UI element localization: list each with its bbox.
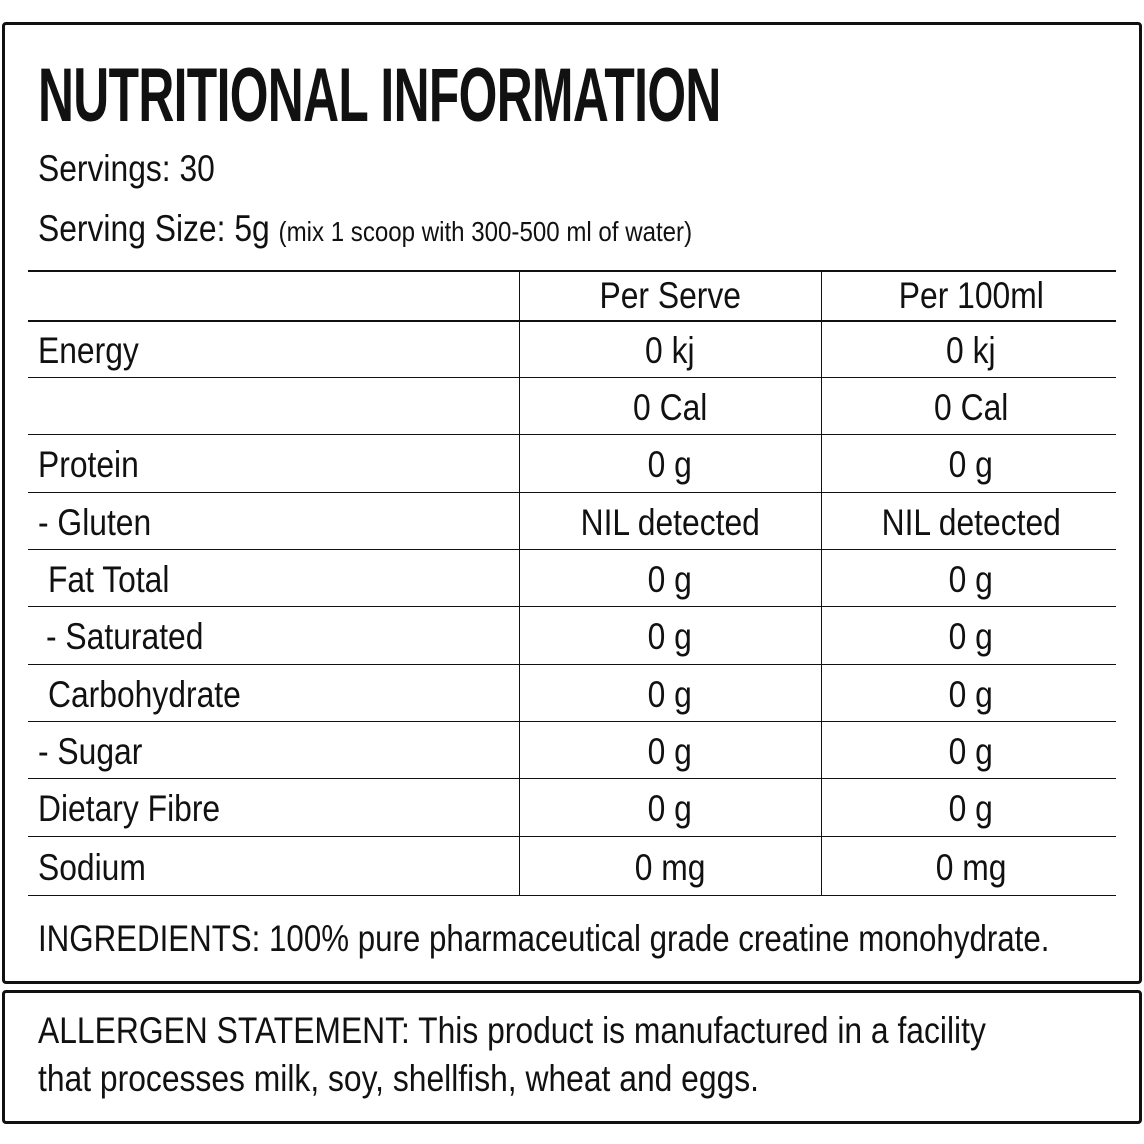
row-value-text: 0 g xyxy=(647,444,693,485)
row-value-text: 0 mg xyxy=(634,846,706,888)
serving-size-note: (mix 1 scoop with 300-500 ml of water) xyxy=(278,216,693,247)
table-rule xyxy=(28,721,1116,722)
row-value: 0 g xyxy=(821,552,1121,608)
row-label-text: Fat Total xyxy=(48,558,170,600)
row-value: 0 Cal xyxy=(821,380,1121,436)
row-value: 0 g xyxy=(821,437,1121,493)
allergen-panel xyxy=(2,990,1142,1124)
row-value: 0 Cal xyxy=(520,380,820,436)
serving-size-value: 5g xyxy=(234,208,270,249)
table-rule xyxy=(28,778,1116,779)
row-value-text: 0 g xyxy=(948,558,994,600)
row-label: Dietary Fibre xyxy=(38,781,250,837)
row-label-text: Sodium xyxy=(38,846,146,888)
row-value: 0 g xyxy=(821,724,1121,780)
serving-size-label: Serving Size: xyxy=(38,208,226,249)
column-rule xyxy=(821,270,822,895)
row-label-text: Energy xyxy=(38,329,139,371)
title: NUTRITIONAL INFORMATION xyxy=(38,53,721,138)
table-rule xyxy=(28,270,1116,272)
row-value: NIL detected xyxy=(821,495,1121,551)
row-value: 0 kj xyxy=(821,323,1121,379)
row-label-text: Protein xyxy=(38,444,139,485)
row-value: 0 kj xyxy=(520,323,820,379)
servings-value: 30 xyxy=(179,148,215,189)
row-label-text: Carbohydrate xyxy=(48,673,241,715)
row-value-text: 0 g xyxy=(647,788,693,829)
row-value-text: 0 g xyxy=(647,558,693,600)
row-value: 0 g xyxy=(520,667,820,723)
row-label-text: Dietary Fibre xyxy=(38,788,221,829)
row-label: - Gluten xyxy=(38,495,170,551)
row-value: 0 g xyxy=(520,724,820,780)
ingredients: INGREDIENTS: 100% pure pharmaceutical gr… xyxy=(38,918,1050,959)
row-value-text: 0 g xyxy=(647,673,693,715)
row-label-text: - Saturated xyxy=(46,616,204,657)
row-label: Sodium xyxy=(38,840,163,896)
row-value: 0 mg xyxy=(821,840,1121,896)
servings-label: Servings: xyxy=(38,148,171,189)
row-value-text: 0 kj xyxy=(645,329,695,371)
row-value: 0 g xyxy=(821,781,1121,837)
column-header-text: Per 100ml xyxy=(898,275,1044,316)
table-rule xyxy=(28,836,1116,837)
row-label: - Sugar xyxy=(38,724,159,780)
table-rule xyxy=(28,492,1116,493)
row-label: - Saturated xyxy=(46,609,229,665)
row-value: 0 g xyxy=(821,667,1121,723)
row-value-text: NIL detected xyxy=(881,501,1061,543)
column-header: Per 100ml xyxy=(821,268,1121,324)
row-label: Energy xyxy=(38,323,155,379)
column-header: Per Serve xyxy=(520,268,820,324)
row-value: 0 g xyxy=(520,781,820,837)
row-label: Carbohydrate xyxy=(48,667,272,723)
table-rule xyxy=(28,606,1116,607)
row-value: 0 mg xyxy=(520,840,820,896)
nutrition-panel xyxy=(2,22,1142,984)
servings: Servings: 30 xyxy=(38,148,215,190)
table-rule xyxy=(28,377,1116,378)
row-value: 0 g xyxy=(520,552,820,608)
allergen-line: that processes milk, soy, shellfish, whe… xyxy=(38,1058,760,1099)
table-rule xyxy=(28,895,1116,896)
row-value-text: 0 g xyxy=(948,673,994,715)
row-value-text: 0 g xyxy=(647,616,693,657)
row-value: 0 g xyxy=(520,609,820,665)
row-value-text: 0 g xyxy=(948,616,994,657)
table-rule xyxy=(28,664,1116,665)
table-rule xyxy=(28,549,1116,550)
table-rule xyxy=(28,320,1116,322)
row-value-text: 0 g xyxy=(948,788,994,829)
row-value-text: 0 Cal xyxy=(632,386,708,428)
row-value: NIL detected xyxy=(520,495,820,551)
row-label-text: - Sugar xyxy=(38,730,143,772)
column-rule xyxy=(519,270,520,895)
row-value: 0 g xyxy=(520,437,820,493)
row-value-text: NIL detected xyxy=(580,501,760,543)
table-rule xyxy=(28,434,1116,435)
row-value-text: 0 mg xyxy=(935,846,1007,888)
row-value-text: 0 g xyxy=(948,444,994,485)
row-value-text: 0 Cal xyxy=(933,386,1009,428)
row-value-text: 0 g xyxy=(948,730,994,772)
row-label: Fat Total xyxy=(48,552,189,608)
serving-size: Serving Size: 5g (mix 1 scoop with 300-5… xyxy=(38,208,692,250)
allergen-line: ALLERGEN STATEMENT: This product is manu… xyxy=(38,1010,986,1051)
row-value-text: 0 kj xyxy=(946,329,996,371)
row-value: 0 g xyxy=(821,609,1121,665)
row-label: Protein xyxy=(38,437,155,493)
row-label-text: - Gluten xyxy=(38,501,152,543)
column-header-text: Per Serve xyxy=(599,275,741,316)
row-value-text: 0 g xyxy=(647,730,693,772)
